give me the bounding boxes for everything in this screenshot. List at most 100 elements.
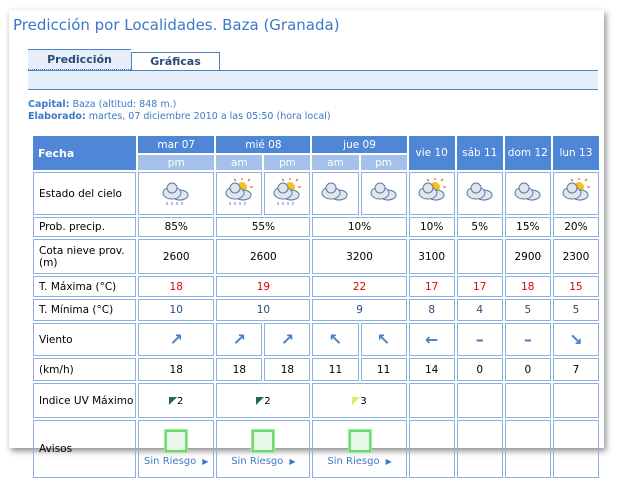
- tmax-value: 19: [216, 276, 311, 297]
- tmin-value: 10: [138, 299, 215, 321]
- calm-icon: –: [523, 330, 532, 349]
- wind-speed-value: 0: [504, 358, 551, 381]
- tmax-label: T. Máxima (°C): [33, 276, 137, 297]
- sun-cloud-rain-icon: [270, 178, 304, 210]
- sky-state-cell: [408, 172, 455, 215]
- row-prob: Prob. precip. 85% 55% 10% 10% 5% 15% 20%: [33, 217, 599, 237]
- arrow-northeast-icon: ↗: [280, 330, 295, 349]
- sky-state-cell: [552, 172, 599, 215]
- aviso-link[interactable]: Sin Riesgo ▶: [139, 430, 213, 468]
- tab-graficas[interactable]: Gráficas: [131, 52, 220, 70]
- arrow-northwest-icon: ↖: [376, 330, 391, 349]
- aviso-text[interactable]: Sin Riesgo: [231, 456, 284, 467]
- uv-cell: 2: [138, 383, 215, 418]
- aviso-link[interactable]: Sin Riesgo ▶: [313, 430, 405, 468]
- sun-cloud-rain-icon: [222, 178, 256, 210]
- prob-label: Prob. precip.: [33, 217, 137, 237]
- tab-content-bar: [28, 71, 598, 90]
- cloud-rain-icon: [159, 182, 193, 210]
- arrow-northeast-icon: ↗: [169, 330, 183, 349]
- prob-value: 15%: [504, 217, 551, 237]
- wind-cell: ←: [408, 323, 455, 356]
- cota-value: [456, 239, 503, 274]
- day-header: mar 07: [138, 136, 215, 153]
- aviso-cell: Sin Riesgo ▶: [312, 420, 407, 478]
- day-header: vie 10: [408, 136, 455, 170]
- tmin-value: 9: [312, 299, 407, 321]
- tmin-label: T. Mínima (°C): [33, 299, 137, 321]
- tmax-value: 18: [504, 276, 551, 297]
- row-tmax: T. Máxima (°C) 18 19 22 17 17 18 15: [33, 276, 599, 297]
- wind-cell: ↖: [360, 323, 407, 356]
- capital-label: Capital:: [28, 99, 70, 110]
- uv-label: Indice UV Máximo: [33, 383, 137, 418]
- wind-speed-value: 18: [138, 358, 215, 381]
- period-header: pm: [360, 155, 407, 170]
- page-title: Predicción por Localidades. Baza (Granad…: [13, 16, 340, 34]
- sky-state-cell: [360, 172, 407, 215]
- aviso-cell: [408, 420, 455, 478]
- arrow-west-icon: ←: [424, 330, 439, 349]
- aviso-text[interactable]: Sin Riesgo: [144, 456, 197, 467]
- wind-speed-value: 0: [456, 358, 503, 381]
- row-cota: Cota nieve prov.(m) 2600 2600 3200 3100 2900 2…: [33, 239, 599, 274]
- sun-cloud-icon: [415, 178, 449, 210]
- row-estado: Estado del cielo: [33, 172, 599, 215]
- warning-level-icon: [165, 430, 188, 452]
- wind-speed-value: 11: [312, 358, 359, 381]
- row-kmh: (km/h) 18 18 18 11 11 14 0 0 7: [33, 358, 599, 381]
- triangle-right-icon: ▶: [202, 457, 209, 466]
- cota-value: 2900: [504, 239, 551, 274]
- aviso-link[interactable]: Sin Riesgo ▶: [217, 430, 309, 468]
- kmh-label: (km/h): [33, 358, 137, 381]
- cota-value: 2300: [552, 239, 599, 274]
- uv-cell: 2: [216, 383, 311, 418]
- tab-bar: Predicción Gráficas: [28, 49, 598, 71]
- period-header: pm: [138, 155, 215, 170]
- tab-prediccion[interactable]: Predicción: [28, 49, 131, 70]
- uv-flag-icon: [256, 396, 265, 405]
- aviso-text[interactable]: Sin Riesgo: [327, 456, 380, 467]
- day-header: jue 09: [312, 136, 407, 153]
- wind-speed-value: 14: [408, 358, 455, 381]
- warning-level-icon: [348, 430, 371, 452]
- uv-value: 3: [360, 395, 367, 407]
- uv-cell: [408, 383, 455, 418]
- wind-cell: –: [504, 323, 551, 356]
- wind-cell: –: [456, 323, 503, 356]
- uv-flag-icon: [352, 396, 361, 405]
- prob-value: 10%: [312, 217, 407, 237]
- wind-speed-value: 18: [216, 358, 263, 381]
- header-row-days: Fecha mar 07 mié 08 jue 09 vie 10 sáb 11 dom 1…: [33, 136, 599, 170]
- period-header: am: [216, 155, 263, 170]
- day-header: lun 13: [552, 136, 599, 170]
- arrow-northwest-icon: ↖: [328, 330, 343, 349]
- sky-state-cell: [456, 172, 503, 215]
- wind-speed-value: 18: [264, 358, 311, 381]
- cota-label: Cota nieve prov.(m): [33, 239, 137, 274]
- row-viento: Viento ↗ ↗ ↗ ↖ ↖ ← – – ↘: [33, 323, 599, 356]
- wind-cell: ↘: [552, 323, 599, 356]
- cloud-icon: [511, 182, 545, 210]
- tmax-value: 18: [138, 276, 215, 297]
- row-avisos: Avisos Sin Riesgo ▶ Sin Riesgo ▶ Sin Riesgo ▶: [33, 420, 599, 478]
- wind-cell: ↗: [216, 323, 263, 356]
- row-uv: Indice UV Máximo 2 2 3: [33, 383, 599, 418]
- header-row-periods: pm am pm am pm: [33, 155, 599, 170]
- prob-value: 85%: [138, 217, 215, 237]
- tmin-value: 10: [216, 299, 311, 321]
- aviso-cell: [504, 420, 551, 478]
- cloud-icon: [318, 182, 352, 210]
- avisos-label: Avisos: [33, 420, 137, 478]
- uv-cell: [552, 383, 599, 418]
- uv-cell: 3: [312, 383, 407, 418]
- cota-value: 2600: [138, 239, 215, 274]
- tmax-value: 15: [552, 276, 599, 297]
- triangle-right-icon: ▶: [289, 457, 296, 466]
- day-header: mié 08: [216, 136, 311, 153]
- cota-value: 2600: [216, 239, 311, 274]
- wind-cell: ↖: [312, 323, 359, 356]
- aviso-cell: Sin Riesgo ▶: [138, 420, 215, 478]
- capital-value: Baza (altitud: 848 m.): [72, 99, 177, 110]
- wind-cell: ↗: [138, 323, 215, 356]
